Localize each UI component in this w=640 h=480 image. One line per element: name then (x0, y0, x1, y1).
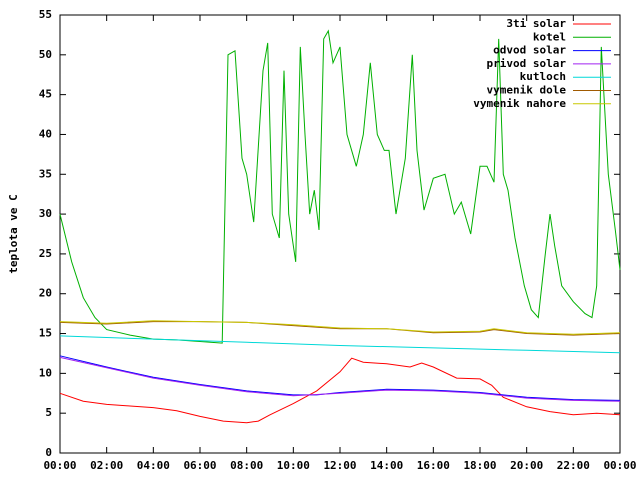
x-tick-label: 20:00 (510, 459, 543, 472)
y-tick-label: 50 (39, 48, 52, 61)
legend-label: privod solar (487, 57, 567, 70)
y-axis-label: teplota ve C (7, 194, 20, 273)
x-tick-label: 08:00 (230, 459, 263, 472)
y-tick-label: 15 (39, 327, 52, 340)
series-line (59, 320, 621, 335)
x-tick-label: 14:00 (370, 459, 403, 472)
series-line (59, 29, 621, 344)
x-tick-label: 16:00 (417, 459, 450, 472)
x-tick-label: 02:00 (90, 459, 123, 472)
x-tick-label: 00:00 (603, 459, 636, 472)
y-tick-label: 20 (39, 287, 52, 300)
legend-label: odvod solar (493, 44, 566, 57)
legend-label: vymenik dole (487, 84, 567, 97)
x-tick-label: 10:00 (277, 459, 310, 472)
x-tick-label: 06:00 (183, 459, 216, 472)
legend-label: vymenik nahore (473, 97, 566, 110)
series-line (59, 356, 621, 402)
x-tick-label: 04:00 (137, 459, 170, 472)
y-tick-label: 45 (39, 88, 52, 101)
y-tick-label: 25 (39, 247, 52, 260)
x-tick-label: 00:00 (43, 459, 76, 472)
y-tick-label: 0 (45, 446, 52, 459)
y-tick-label: 35 (39, 167, 52, 180)
legend-label: kotel (533, 30, 566, 43)
y-tick-label: 40 (39, 127, 52, 140)
y-tick-label: 10 (39, 366, 52, 379)
legend-label: 3ti solar (506, 17, 566, 30)
series-line (59, 357, 621, 424)
x-tick-label: 22:00 (557, 459, 590, 472)
y-tick-label: 55 (39, 8, 52, 21)
y-tick-label: 30 (39, 207, 52, 220)
series-line (59, 335, 621, 354)
x-tick-label: 18:00 (463, 459, 496, 472)
y-tick-label: 5 (45, 406, 52, 419)
x-tick-label: 12:00 (323, 459, 356, 472)
legend-label: kutloch (520, 70, 566, 83)
